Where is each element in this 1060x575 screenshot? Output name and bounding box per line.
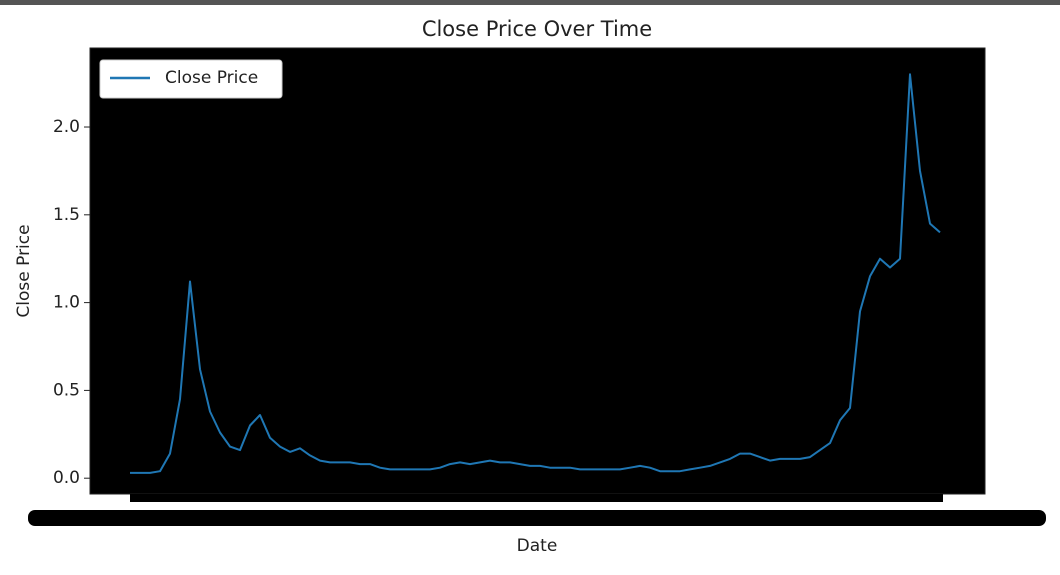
y-tick-label: 1.5 [53,205,80,225]
price-line [130,73,941,474]
y-tick-label: 0.0 [53,468,80,488]
chart-title: Close Price Over Time [422,17,652,41]
y-tick-label: 2.0 [53,117,80,137]
x-tick-labels-overlap [28,510,1046,526]
legend-label: Close Price [165,68,258,88]
window-border [0,0,1060,5]
x-axis-label: Date [517,536,558,556]
y-tick-label: 0.5 [53,380,80,400]
legend [99,59,283,99]
plot-area [89,47,986,495]
x-tick-marks [130,494,943,502]
y-axis-label: Close Price [14,224,34,317]
y-tick-label: 1.0 [53,293,80,313]
